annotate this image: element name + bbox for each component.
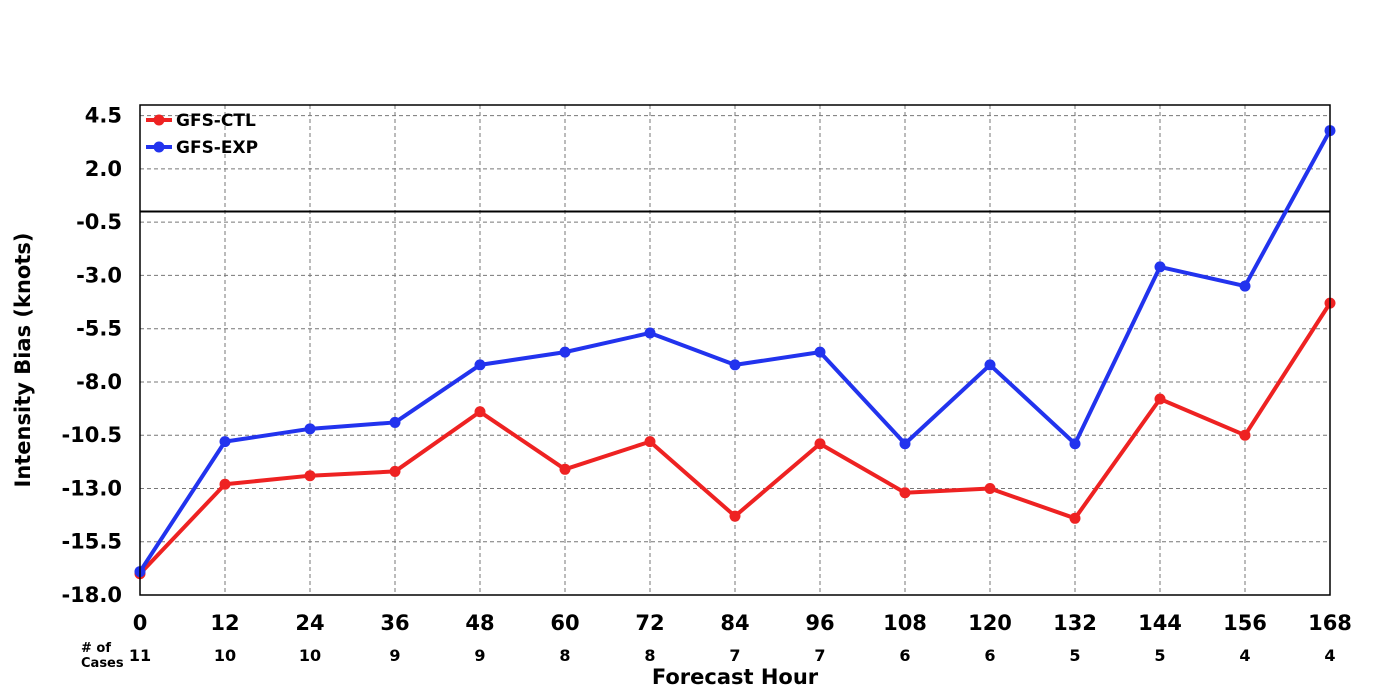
x-tick-label: 144 [1138,611,1182,635]
data-point [814,438,826,450]
case-count: 9 [474,646,485,665]
data-point [729,359,741,371]
case-count: 4 [1324,646,1335,665]
legend-marker [153,114,165,126]
case-count: 4 [1239,646,1250,665]
cases-label: # of Cases [81,641,124,671]
x-tick-label: 72 [635,611,664,635]
series-layer [134,125,1336,580]
x-axis-ticks: 0 12 24 36 48 60 72 84 96 108 120 132 144 156 168 [133,611,1352,635]
data-point [899,438,911,450]
data-point [219,478,231,490]
case-count: 5 [1154,646,1165,665]
legend-marker [153,141,165,153]
series-gfs-exp [134,125,1336,578]
case-count: 10 [214,646,236,665]
data-point [814,346,826,358]
data-point [984,359,996,371]
data-point [644,436,656,448]
legend: GFS-CTL GFS-EXP [146,111,258,158]
data-point [304,423,316,435]
data-point [1069,512,1081,524]
case-count: 6 [899,646,910,665]
y-tick-label: -0.5 [76,210,122,234]
y-tick-label: -18.0 [61,583,122,607]
case-count: 7 [814,646,825,665]
x-tick-label: 0 [133,611,148,635]
y-tick-label: -5.5 [76,317,122,341]
y-tick-label: -13.0 [61,476,122,500]
data-point [559,346,571,358]
data-point [304,470,316,482]
data-point [219,436,231,448]
x-tick-label: 36 [380,611,409,635]
series-gfs-ctl [134,297,1336,580]
y-axis-title: Intensity Bias (knots) [11,233,35,488]
x-tick-label: 96 [805,611,834,635]
plot-frame [139,104,1331,596]
y-tick-label: -10.5 [61,423,122,447]
data-point [984,482,996,494]
data-point [644,327,656,339]
x-tick-label: 108 [883,611,927,635]
data-point [474,406,486,418]
data-point [1239,280,1251,292]
data-point [389,416,401,428]
x-tick-label: 84 [720,611,749,635]
data-point [559,463,571,475]
y-tick-label: -8.0 [76,370,122,394]
data-point [389,465,401,477]
case-count: 11 [129,646,151,665]
y-tick-label: 4.5 [85,104,122,128]
data-point [1069,438,1081,450]
y-tick-label: -15.5 [61,530,122,554]
case-count: 5 [1069,646,1080,665]
data-point [474,359,486,371]
legend-label: GFS-EXP [176,138,258,158]
data-point [899,487,911,499]
x-tick-label: 132 [1053,611,1097,635]
x-axis-title: Forecast Hour [652,665,819,689]
data-point [1154,393,1166,405]
x-tick-label: 60 [550,611,579,635]
case-count: 8 [644,646,655,665]
y-axis-ticks: 4.5 2.0 -0.5 -3.0 -5.5 -8.0 -10.5 -13.0 -15.5 -18… [61,104,122,607]
case-count: 8 [559,646,570,665]
case-count: 6 [984,646,995,665]
x-tick-label: 12 [210,611,239,635]
cases-row: 11 10 10 9 9 8 8 7 7 6 6 5 5 4 4 [129,646,1336,665]
y-tick-label: 2.0 [85,157,122,181]
case-count: 7 [729,646,740,665]
x-tick-label: 168 [1308,611,1352,635]
case-count: 10 [299,646,321,665]
legend-label: GFS-CTL [176,111,256,131]
case-count: 9 [389,646,400,665]
x-tick-label: 120 [968,611,1012,635]
y-tick-label: -3.0 [76,263,122,287]
x-tick-label: 24 [295,611,324,635]
data-point [1154,261,1166,273]
x-tick-label: 156 [1223,611,1267,635]
data-point [729,510,741,522]
x-tick-label: 48 [465,611,494,635]
data-point [1239,429,1251,441]
